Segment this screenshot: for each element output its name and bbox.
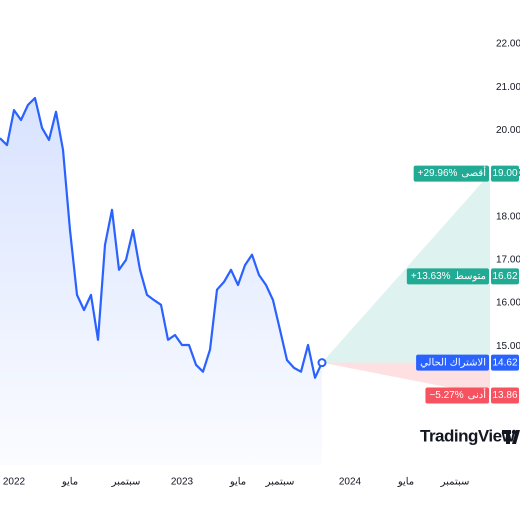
last-point — [317, 358, 327, 368]
value-label: 14.62 — [492, 357, 517, 368]
forecast-up-fill — [322, 173, 490, 363]
history-area — [0, 98, 322, 465]
logo — [502, 429, 520, 444]
value-label-box — [491, 387, 519, 404]
x-tick-label: سبتمبر — [440, 477, 470, 488]
series-change: +29.96% — [418, 168, 458, 179]
x-tick-label: 2024 — [339, 477, 362, 488]
watermark: TradingView — [420, 426, 516, 445]
value-label-box — [491, 165, 519, 182]
x-tick-label: سبتمبر — [265, 477, 295, 488]
y-tick-label: 22.00 — [496, 39, 520, 50]
series-label-box — [416, 354, 489, 371]
x-tick-label: 2023 — [171, 477, 194, 488]
y-tick-label: 16.00 — [496, 298, 520, 309]
series-name: الاشتراك الحالي — [420, 357, 486, 368]
series-change: −5.27% — [429, 390, 463, 401]
x-tick-label: سبتمبر — [111, 477, 141, 488]
series-name: أدنى — [468, 388, 487, 401]
value-label: 13.86 — [492, 390, 517, 401]
series-label-box — [413, 165, 489, 182]
series-label-box — [406, 268, 489, 285]
value-label: 19.00 — [492, 168, 517, 179]
x-tick-label: مايو — [61, 477, 78, 488]
series-name: أقصى — [461, 166, 486, 179]
y-tick-label: 21.00 — [496, 82, 520, 93]
x-tick-label: مايو — [229, 477, 246, 488]
series-name: متوسط — [455, 271, 486, 282]
y-tick-label: 15.00 — [496, 341, 520, 352]
y-tick-label: 17.00 — [496, 255, 520, 266]
value-label-box — [491, 268, 519, 285]
price-line — [0, 96, 323, 379]
series-change: +13.63% — [411, 271, 451, 282]
series-label-box — [425, 387, 489, 404]
forecast-down-fill — [322, 362, 490, 396]
value-label: 16.62 — [492, 271, 517, 282]
y-tick-label: 18.00 — [496, 211, 520, 222]
x-tick-label: 2022 — [3, 477, 26, 488]
y-tick-label: 20.00 — [496, 125, 520, 136]
value-label-box — [491, 354, 519, 371]
x-tick-label: مايو — [397, 477, 414, 488]
